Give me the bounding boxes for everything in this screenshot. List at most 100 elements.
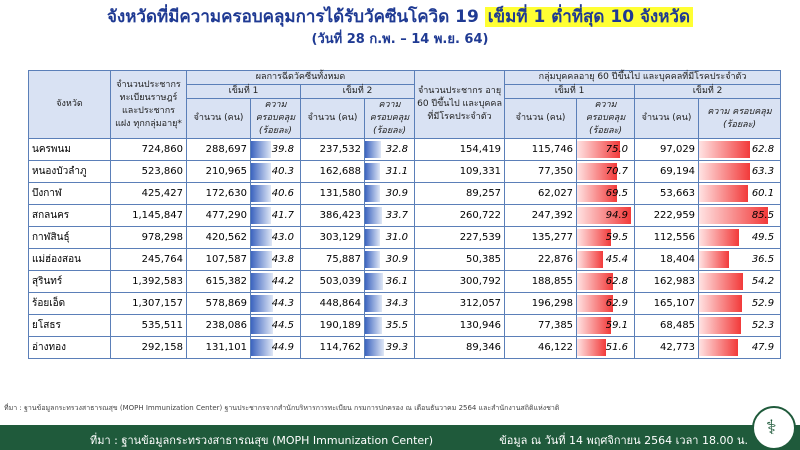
population-60-count: 109,331 [414, 160, 506, 183]
moph-logo-icon: ⚕ [752, 406, 796, 450]
dose1-count: 172,630 [186, 182, 251, 205]
group-dose2-coverage-value: 52.3 [751, 320, 775, 331]
dose2-coverage-cell: 30.9 [363, 248, 416, 271]
dose2-coverage-value: 35.5 [385, 320, 409, 331]
group-dose2-coverage-bar [699, 295, 742, 312]
dose2-coverage-value: 31.0 [385, 232, 409, 243]
province-name: ร้อยเอ็ด [28, 292, 111, 315]
population-count: 1,392,583 [110, 270, 187, 293]
dose2-coverage-bar [365, 339, 385, 356]
dose2-coverage-value: 32.8 [385, 144, 409, 155]
population-count: 523,860 [110, 160, 187, 183]
dose1-coverage-value: 40.6 [271, 188, 294, 199]
group-dose1-count: 46,122 [504, 336, 578, 359]
group-dose2-coverage-cell: 36.5 [698, 248, 782, 271]
province-name: สุรินทร์ [28, 270, 111, 293]
dose1-coverage-bar [251, 163, 271, 180]
page-title: จังหวัดที่มีความครอบคลุมการได้รับวัคซีนโ… [0, 4, 800, 30]
province-name: หนองบัวลำภู [28, 160, 111, 183]
group-dose2-coverage-bar [699, 185, 748, 202]
group-dose1-coverage-bar [577, 339, 607, 356]
province-name: ยโสธร [28, 314, 111, 337]
dose2-count: 237,532 [300, 138, 365, 161]
header-group-dose1: เข็มที่ 1 [504, 84, 636, 99]
province-name: อ่างทอง [28, 336, 111, 359]
dose2-coverage-value: 39.3 [385, 342, 409, 353]
table-body: นครพนม 724,860 288,697 39.8 237,532 32.8 154,4… [28, 138, 782, 359]
table-row: บึงกาฬ 425,427 172,630 40.6 131,580 30.9 89,25… [28, 182, 782, 205]
dose2-coverage-value: 33.7 [385, 210, 409, 221]
population-count: 425,427 [110, 182, 187, 205]
population-count: 292,158 [110, 336, 187, 359]
dose2-coverage-bar [365, 163, 381, 180]
dose1-coverage-bar [251, 251, 273, 268]
dose1-coverage-bar [251, 273, 273, 290]
table-row: นครพนม 724,860 288,697 39.8 237,532 32.8 154,4… [28, 138, 782, 161]
header-dose1: เข็มที่ 1 [186, 84, 301, 99]
group-dose1-coverage-bar [577, 295, 613, 312]
group-dose2-coverage-bar [699, 317, 742, 334]
group-dose1-coverage-bar [577, 229, 611, 246]
group-dose1-coverage-bar [577, 185, 617, 202]
group-dose1-coverage-bar [577, 163, 618, 180]
group-dose2-coverage-value: 62.8 [751, 144, 775, 155]
group-dose1-coverage-cell: 62.9 [576, 292, 636, 315]
header-group-dose2-count: จำนวน (คน) [634, 98, 700, 139]
dose1-count: 210,965 [186, 160, 251, 183]
dose2-coverage-cell: 35.5 [363, 314, 416, 337]
group-dose2-coverage-bar [699, 273, 743, 290]
group-dose1-coverage-cell: 59.1 [576, 314, 636, 337]
population-60-count: 130,946 [414, 314, 506, 337]
source-note-small: ที่มา : ฐานข้อมูลกระทรวงสาธารณสุข (MOPH … [4, 404, 560, 412]
dose1-coverage-bar [251, 317, 273, 334]
dose1-coverage-bar [251, 185, 271, 202]
dose1-coverage-value: 44.2 [271, 276, 294, 287]
header-dose2-pct: ความ ครอบคลุม (ร้อยละ) [363, 98, 416, 139]
dose2-coverage-bar [365, 295, 382, 312]
dose2-coverage-bar [365, 273, 383, 290]
table-row: แม่ฮ่องสอน 245,764 107,587 43.8 75,887 30.9 50… [28, 248, 782, 271]
dose1-coverage-value: 43.0 [271, 232, 294, 243]
dose2-coverage-value: 31.1 [385, 166, 409, 177]
dose1-coverage-cell: 43.0 [250, 226, 301, 249]
group-dose1-count: 247,392 [504, 204, 578, 227]
group-dose1-coverage-value: 70.7 [605, 166, 629, 177]
dose1-coverage-bar [251, 207, 272, 224]
table-row: อ่างทอง 292,158 131,101 44.9 114,762 39.3 89,3… [28, 336, 782, 359]
dose1-count: 107,587 [186, 248, 251, 271]
dose2-count: 190,189 [300, 314, 365, 337]
population-60-count: 300,792 [414, 270, 506, 293]
province-name: สกลนคร [28, 204, 111, 227]
dose1-coverage-cell: 44.2 [250, 270, 301, 293]
group-dose1-coverage-value: 45.4 [605, 254, 629, 265]
page-subtitle: (วันที่ 28 ก.พ. – 14 พ.ย. 64) [311, 32, 489, 47]
header-population-60: จำนวนประชากร อายุ 60 ปีขึ้นไป และบุคคล ท… [414, 70, 506, 139]
dose2-coverage-bar [365, 229, 381, 246]
group-dose1-coverage-bar [577, 207, 632, 224]
dose1-coverage-bar [251, 339, 273, 356]
dose2-coverage-cell: 31.1 [363, 160, 416, 183]
dose1-coverage-cell: 44.9 [250, 336, 301, 359]
group-dose1-coverage-bar [577, 141, 620, 158]
group-dose1-count: 196,298 [504, 292, 578, 315]
group-dose2-coverage-bar [699, 229, 740, 246]
dose2-coverage-value: 30.9 [385, 188, 409, 199]
dose1-coverage-value: 44.9 [271, 342, 294, 353]
dose1-count: 477,290 [186, 204, 251, 227]
group-dose1-coverage-value: 62.9 [605, 298, 629, 309]
province-name: นครพนม [28, 138, 111, 161]
dose1-coverage-value: 43.8 [271, 254, 294, 265]
dose1-coverage-cell: 39.8 [250, 138, 301, 161]
table-row: สกลนคร 1,145,847 477,290 41.7 386,423 33.7 260… [28, 204, 782, 227]
group-dose1-coverage-value: 69.5 [605, 188, 629, 199]
group-dose2-coverage-bar [699, 141, 750, 158]
header-dose2: เข็มที่ 2 [299, 84, 416, 99]
group-dose2-coverage-value: 47.9 [751, 342, 775, 353]
dose2-count: 162,688 [300, 160, 365, 183]
dose2-coverage-value: 34.3 [385, 298, 409, 309]
header-group-dose1-count: จำนวน (คน) [504, 98, 578, 139]
group-dose1-coverage-cell: 59.5 [576, 226, 636, 249]
group-dose2-coverage-value: 49.5 [751, 232, 775, 243]
dose1-coverage-cell: 44.3 [250, 292, 301, 315]
population-count: 535,511 [110, 314, 187, 337]
